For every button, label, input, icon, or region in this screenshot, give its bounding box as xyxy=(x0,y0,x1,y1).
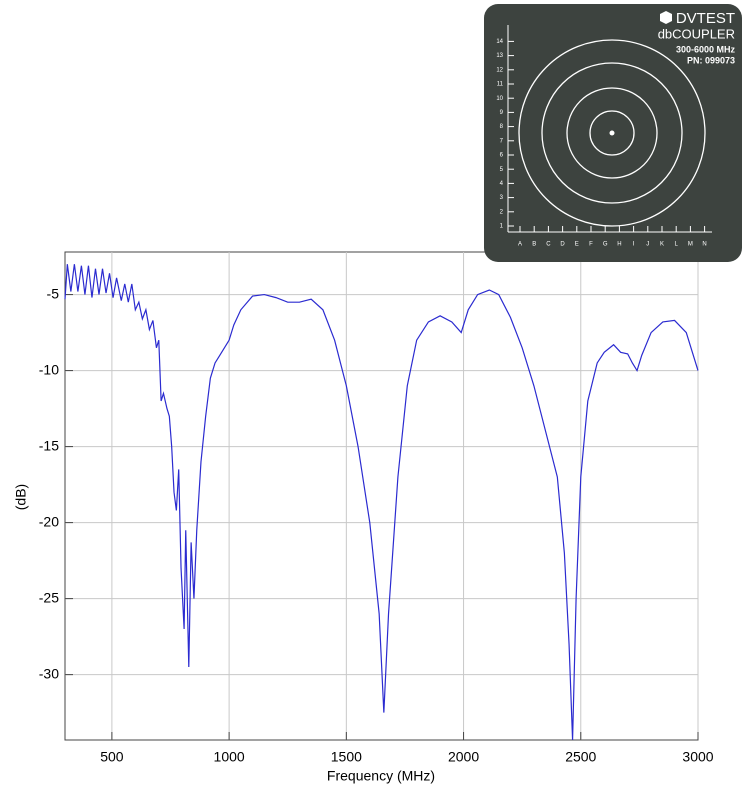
col-label: N xyxy=(702,242,706,248)
y-axis-label: (dB) xyxy=(13,484,29,510)
col-label: G xyxy=(603,242,608,248)
x-tick-label: 2000 xyxy=(448,749,479,765)
x-tick-label: 500 xyxy=(100,749,124,765)
y-tick-label: -20 xyxy=(39,513,59,529)
row-label: 2 xyxy=(500,209,504,215)
col-label: H xyxy=(617,242,621,248)
row-label: 3 xyxy=(500,195,504,201)
row-label: 13 xyxy=(496,53,503,59)
x-tick-label: 2500 xyxy=(565,749,596,765)
col-label: C xyxy=(546,242,551,248)
y-tick-label: -5 xyxy=(47,285,60,301)
col-label: E xyxy=(575,242,579,248)
x-axis-label: Frequency (MHz) xyxy=(327,768,435,784)
row-label: 11 xyxy=(497,82,504,88)
row-label: 8 xyxy=(500,124,504,130)
row-label: 6 xyxy=(500,153,504,159)
col-label: B xyxy=(532,242,536,248)
ring xyxy=(541,62,683,204)
y-tick-label: -25 xyxy=(39,589,59,605)
ring xyxy=(518,39,706,227)
target-rings xyxy=(518,39,706,227)
plot: -5 -10 -15 -20 -25 -30 500 1000 1500 2000 2500 3000 xyxy=(39,252,714,765)
row-label: 9 xyxy=(500,110,504,116)
col-label: K xyxy=(660,242,664,248)
y-tick-label: -15 xyxy=(39,437,59,453)
x-tick-label: 1000 xyxy=(214,749,245,765)
col-label: M xyxy=(688,242,693,248)
col-label: L xyxy=(675,242,679,248)
col-label: A xyxy=(518,242,522,248)
y-tick-label: -10 xyxy=(39,361,59,377)
x-tick-label: 3000 xyxy=(682,749,713,765)
row-label: 1 xyxy=(500,224,504,230)
row-label: 14 xyxy=(496,39,503,45)
col-label: F xyxy=(589,242,593,248)
part-number: PN: 099073 xyxy=(687,55,735,65)
x-tick-label: 1500 xyxy=(331,749,362,765)
brand: DVTEST xyxy=(676,10,735,27)
row-label: 12 xyxy=(496,67,503,73)
ring xyxy=(589,110,635,156)
col-label: D xyxy=(560,242,565,248)
row-label: 10 xyxy=(496,96,503,102)
row-label: 5 xyxy=(500,167,504,173)
freq-range: 300-6000 MHz xyxy=(676,44,736,54)
ring xyxy=(566,87,658,179)
col-label: J xyxy=(646,242,649,248)
center-dot xyxy=(609,130,615,136)
logo xyxy=(660,11,672,24)
row-label: 4 xyxy=(500,181,504,187)
data-line xyxy=(64,264,699,741)
product: dbCOUPLER xyxy=(658,26,735,41)
product-card: DVTEST dbCOUPLER 300-6000 MHz PN: 099073… xyxy=(484,4,742,262)
col-label: I xyxy=(633,242,635,248)
row-label: 7 xyxy=(500,138,504,144)
y-tick-label: -30 xyxy=(39,665,59,681)
